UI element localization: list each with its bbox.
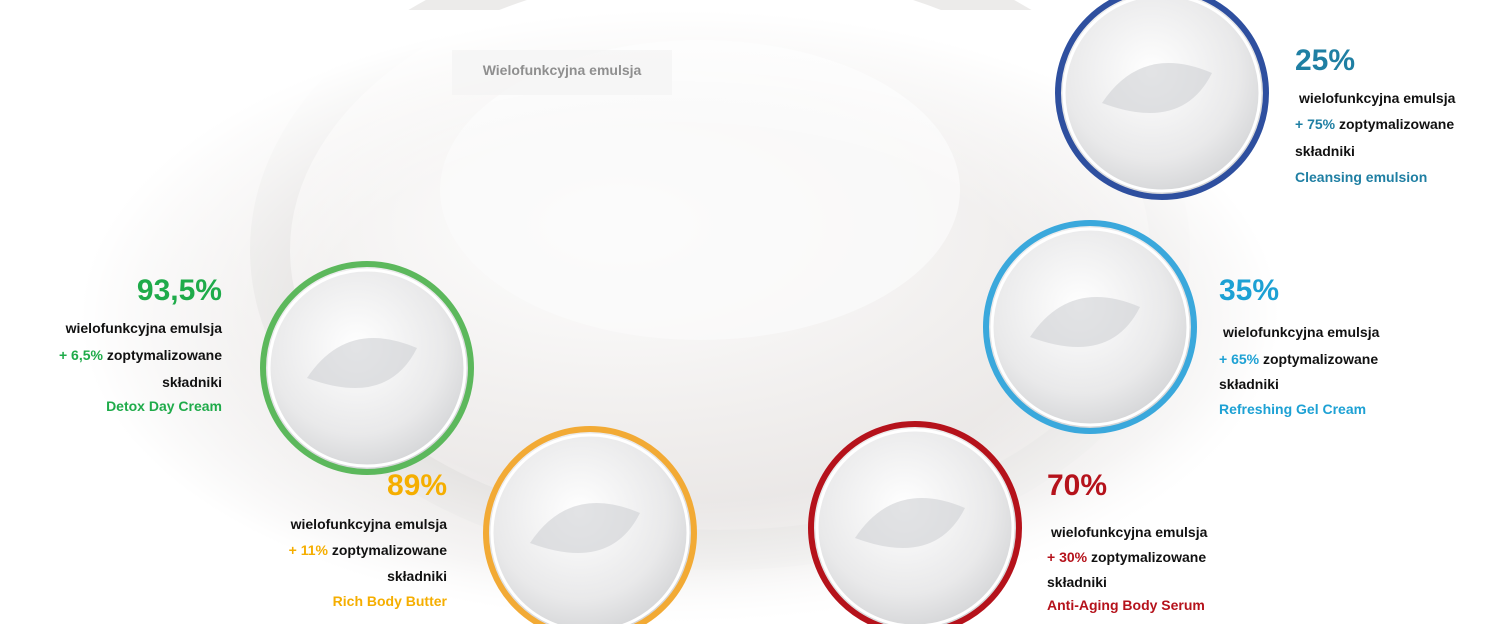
percent: 70% — [1047, 469, 1107, 502]
percent: 25% — [1295, 44, 1355, 77]
infographic: Wielofunkcyjna emulsja 93,5% wielofunkcyj… — [0, 0, 1503, 624]
description: składniki — [1219, 376, 1279, 392]
description: zoptymalizowane — [1339, 116, 1454, 132]
description: zoptymalizowane — [1091, 549, 1206, 565]
description: + 65% zoptymalizowane — [1219, 351, 1378, 367]
product-name: Cleansing emulsion — [1295, 169, 1427, 185]
description: wielofunkcyjna emulsja — [290, 516, 448, 532]
title: Wielofunkcyjna emulsja — [483, 62, 642, 78]
description: wielofunkcyjna emulsja — [1298, 90, 1456, 106]
product-name: Refreshing Gel Cream — [1219, 401, 1366, 417]
plus-percent: + 30% — [1047, 549, 1088, 565]
description: + 30% zoptymalizowane — [1047, 549, 1206, 565]
product-name: Anti-Aging Body Serum — [1047, 597, 1205, 613]
plus-percent: + 6,5% — [59, 347, 104, 363]
description: + 6,5% zoptymalizowane — [59, 347, 222, 363]
description: składniki — [1047, 574, 1107, 590]
description: + 11% zoptymalizowane — [289, 542, 448, 558]
description: zoptymalizowane — [1263, 351, 1378, 367]
description: zoptymalizowane — [107, 347, 222, 363]
plus-percent: + 11% — [289, 542, 329, 558]
plus-percent: + 65% — [1219, 351, 1260, 367]
description: składniki — [387, 568, 447, 584]
page: Wielofunkcyjna emulsja 93,5% wielofunkcyj… — [0, 0, 1503, 624]
product-name: Detox Day Cream — [106, 398, 222, 414]
plus-percent: + 75% — [1295, 116, 1336, 132]
description: składniki — [1295, 143, 1355, 159]
percent: 89% — [387, 469, 447, 502]
description: wielofunkcyjna emulsja — [1050, 524, 1208, 540]
description: składniki — [162, 374, 222, 390]
description: wielofunkcyjna emulsja — [65, 320, 223, 336]
product-name: Rich Body Butter — [333, 593, 448, 609]
percent: 35% — [1219, 274, 1279, 307]
description: wielofunkcyjna emulsja — [1222, 324, 1380, 340]
description: + 75% zoptymalizowane — [1295, 116, 1454, 132]
description: zoptymalizowane — [332, 542, 447, 558]
percent: 93,5% — [137, 274, 222, 307]
